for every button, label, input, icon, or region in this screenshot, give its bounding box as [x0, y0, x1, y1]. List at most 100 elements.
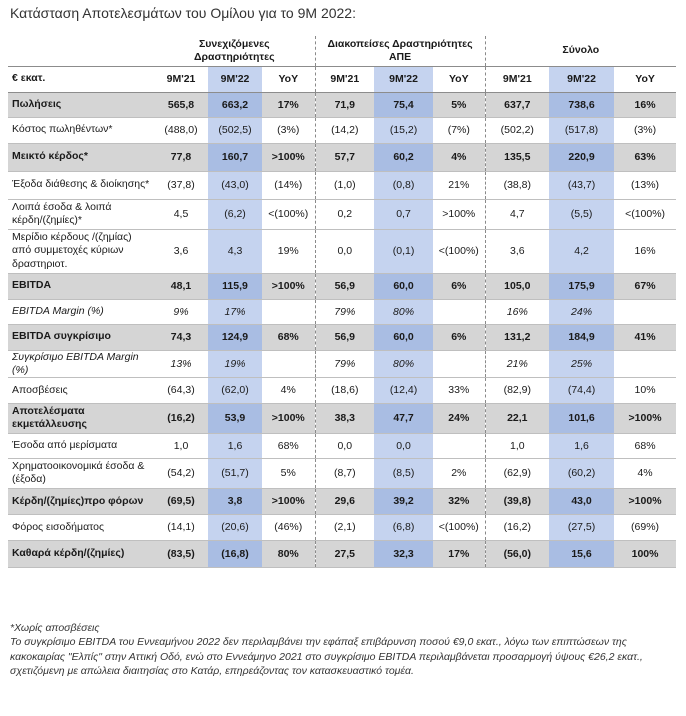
cell-c22: 3,8	[208, 488, 262, 515]
cell-c21: 48,1	[154, 273, 208, 300]
cell-dy: <(100%)	[433, 514, 486, 541]
cell-dy: >100%	[433, 199, 486, 230]
cell-d21: 38,3	[314, 403, 375, 434]
cell-ty: 16%	[614, 92, 677, 118]
cell-c22: (502,5)	[208, 117, 262, 144]
cell-ty: 10%	[614, 377, 677, 404]
cell-t22: 25%	[549, 350, 615, 378]
cell-cy: 68%	[262, 433, 316, 459]
cell-d21: 79%	[314, 350, 375, 378]
cell-ty: 63%	[614, 143, 677, 172]
cell-t22: 24%	[549, 299, 615, 325]
table-row: Κέρδη/(ζημίες)προ φόρων (69,5) 3,8 >100% 29,…	[8, 488, 677, 515]
cell-d22: 80%	[374, 299, 434, 325]
cell-d22: 0,0	[374, 433, 434, 459]
cell-dy: 6%	[433, 273, 486, 300]
table-row: Αποσβέσεις (64,3) (62,0) 4% (18,6) (12,4) 33%(…	[8, 377, 677, 404]
cell-c21: (69,5)	[154, 488, 208, 515]
cell-d22: 60,0	[374, 273, 434, 300]
cell-cy: 80%	[262, 540, 316, 568]
cell-cy: (46%)	[262, 514, 316, 541]
row-label: Αποσβέσεις	[8, 377, 154, 404]
col-header: YoY	[433, 66, 486, 93]
cell-d21: (2,1)	[314, 514, 375, 541]
cell-d22: (6,8)	[374, 514, 434, 541]
cell-cy	[262, 299, 316, 325]
cell-t21: (16,2)	[484, 514, 550, 541]
cell-d22: 47,7	[374, 403, 434, 434]
cell-t21: 16%	[484, 299, 550, 325]
cell-c22: 663,2	[208, 92, 262, 118]
cell-ty	[614, 350, 677, 378]
cell-c21: (54,2)	[154, 458, 208, 489]
group-continuing: Συνεχιζόμενες Δραστηριότητες	[154, 36, 316, 67]
row-label: Καθαρά κέρδη/(ζημίες)	[8, 540, 154, 568]
cell-c22: 4,3	[208, 229, 262, 274]
cell-cy: 17%	[262, 92, 316, 118]
cell-c21: 74,3	[154, 324, 208, 351]
col-header: YoY	[614, 66, 677, 93]
cell-dy: 6%	[433, 324, 486, 351]
row-label: EBITDA συγκρίσιμο	[8, 324, 154, 351]
table-row: Μερίδιο κέρδους /(ζημίας) από συμμετοχές…	[8, 229, 677, 274]
cell-cy	[262, 350, 316, 378]
cell-d21: 56,9	[314, 273, 375, 300]
cell-t22: 43,0	[549, 488, 615, 515]
cell-d22: 60,0	[374, 324, 434, 351]
cell-t21: 3,6	[484, 229, 550, 274]
cell-ty: 16%	[614, 229, 677, 274]
cell-t22: 4,2	[549, 229, 615, 274]
cell-dy: 33%	[433, 377, 486, 404]
col-header: YoY	[262, 66, 316, 93]
cell-dy: 21%	[433, 171, 486, 200]
cell-ty: (13%)	[614, 171, 677, 200]
cell-cy: >100%	[262, 403, 316, 434]
col-header: 9M'22	[374, 66, 434, 93]
cell-t21: (82,9)	[484, 377, 550, 404]
cell-c22: 160,7	[208, 143, 262, 172]
group-total: Σύνολο	[484, 36, 677, 67]
cell-d22: (15,2)	[374, 117, 434, 144]
cell-c21: 565,8	[154, 92, 208, 118]
row-label: Μερίδιο κέρδους /(ζημίας) από συμμετοχές…	[8, 229, 154, 274]
cell-d21: 27,5	[314, 540, 375, 568]
cell-c21: 13%	[154, 350, 208, 378]
footnote-1: *Χωρίς αποσβέσεις	[10, 622, 100, 634]
cell-c21: (488,0)	[154, 117, 208, 144]
row-label: Λοιπά έσοδα & λοιπά κέρδη/(ζημίες)*	[8, 199, 154, 230]
row-label: EBITDA Margin (%)	[8, 299, 154, 325]
cell-d21: 29,6	[314, 488, 375, 515]
unit-header: € εκατ.	[8, 66, 154, 93]
table-row: Φόρος εισοδήματος (14,1) (20,6) (46%) (2,1)(…	[8, 514, 677, 541]
table-row: Κόστος πωληθέντων* (488,0) (502,5) (3%) (14,…	[8, 117, 677, 144]
cell-c21: (83,5)	[154, 540, 208, 568]
table-row: Έξοδα διάθεσης & διοίκησης* (37,8) (43,0)(…	[8, 171, 677, 200]
cell-dy	[433, 299, 486, 325]
cell-t21: 135,5	[484, 143, 550, 172]
table-row: Αποτελέσματα εκμετάλλευσης (16,2) 53,9 >100…	[8, 403, 677, 434]
cell-ty: (3%)	[614, 117, 677, 144]
cell-d22: (8,5)	[374, 458, 434, 489]
cell-d22: (0,1)	[374, 229, 434, 274]
cell-d21: 56,9	[314, 324, 375, 351]
col-header: 9M'21	[314, 66, 375, 93]
cell-t22: 15,6	[549, 540, 615, 568]
cell-t22: (517,8)	[549, 117, 615, 144]
cell-t21: (38,8)	[484, 171, 550, 200]
table-row: Μεικτό κέρδος* 77,8 160,7 >100% 57,7 60,2 4% 13…	[8, 143, 677, 172]
row-label: EBITDA	[8, 273, 154, 300]
cell-c21: (14,1)	[154, 514, 208, 541]
cell-d21: 71,9	[314, 92, 375, 118]
cell-ty: 41%	[614, 324, 677, 351]
cell-d21: 0,0	[314, 229, 375, 274]
cell-cy: (3%)	[262, 117, 316, 144]
cell-d22: 75,4	[374, 92, 434, 118]
cell-c21: 3,6	[154, 229, 208, 274]
page-title: Κατάσταση Αποτελεσμάτων του Ομίλου για τ…	[10, 5, 356, 21]
cell-d22: 32,3	[374, 540, 434, 568]
column-header-row: € εκατ. 9M'21 9M'22 YoY 9M'21 9M'22 YoY …	[8, 66, 677, 93]
cell-dy: <(100%)	[433, 229, 486, 274]
cell-dy: 4%	[433, 143, 486, 172]
cell-c22: (6,2)	[208, 199, 262, 230]
cell-d22: 0,7	[374, 199, 434, 230]
